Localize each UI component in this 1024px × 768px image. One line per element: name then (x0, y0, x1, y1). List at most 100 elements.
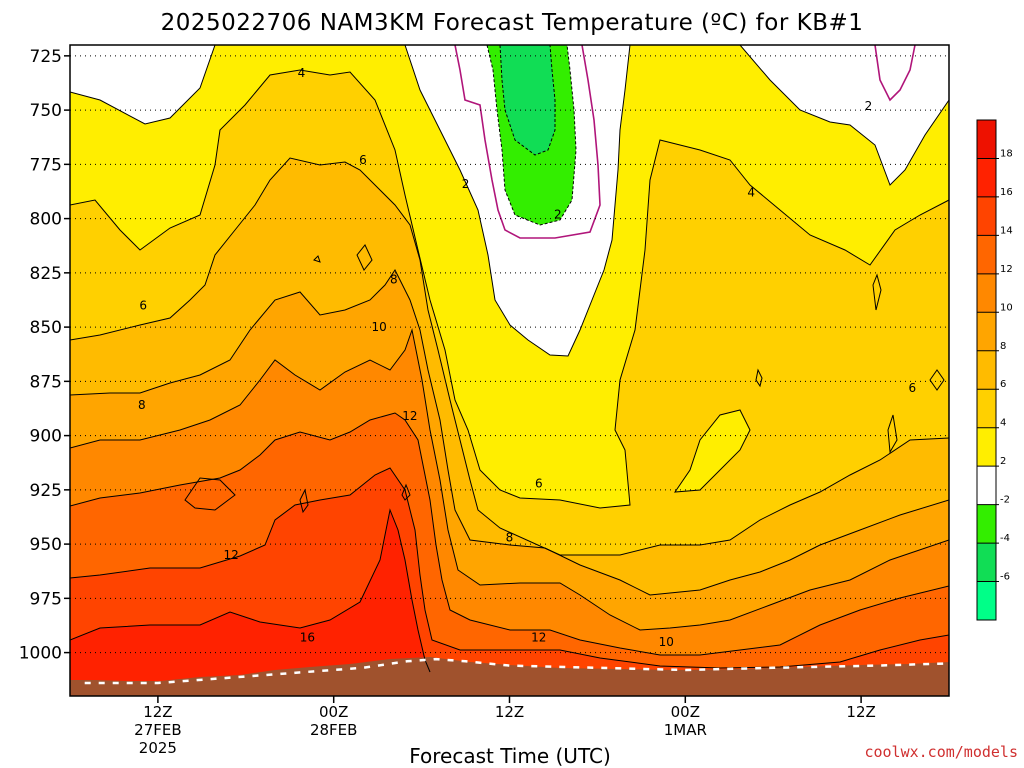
y-tick-label: 800 (30, 210, 62, 230)
contour-label: 6 (139, 298, 147, 312)
isotherm-line (929, 369, 945, 391)
colorbar-label: 10 (1000, 302, 1013, 313)
band-4-pocket (675, 410, 750, 492)
colorbar-label: 4 (1000, 418, 1006, 429)
isotherm-line (673, 409, 751, 493)
colorbar-label: -6 (1000, 572, 1010, 583)
contour-label: 6 (535, 476, 543, 490)
y-tick-label: 825 (30, 264, 62, 284)
x-tick-label: 12Z (143, 703, 172, 721)
contour-label: 2 (462, 177, 470, 191)
isotherm-line (872, 273, 882, 311)
contour-label: 8 (138, 398, 146, 412)
colorbar-swatch (977, 581, 996, 620)
colorbar-label: 8 (1000, 341, 1006, 352)
freezing-line (874, 45, 916, 102)
isotherm-line (70, 45, 216, 125)
colorbar-swatch (977, 389, 996, 428)
colorbar-swatch (977, 466, 996, 505)
isotherm-line (401, 483, 411, 501)
band-neg4-cold-pool (500, 45, 555, 155)
colorbar-swatch (977, 427, 996, 467)
contour-label: 6 (909, 381, 917, 395)
surface-trace-line (84, 657, 949, 685)
colorbar-swatch (977, 158, 996, 197)
colorbar: 18 16 14 12 10 8 6 4 2 -2 -4 -6 (976, 119, 1013, 621)
credit-text: coolwx.com/models (864, 743, 1018, 761)
colorbar-frame (976, 119, 997, 621)
contour-label: 12 (224, 548, 239, 562)
contour-label: 8 (506, 531, 514, 545)
colorbar-label: -2 (1000, 495, 1010, 506)
colorbar-label: 18 (1000, 148, 1013, 159)
band-2-upper-right (740, 45, 949, 185)
colorbar-label: 12 (1000, 264, 1013, 275)
contour-label: 12 (531, 630, 546, 644)
isotherm-lines (70, 45, 949, 673)
colorbar-label: 2 (1000, 456, 1006, 467)
colorbar-swatch (977, 312, 996, 351)
x-tick-label: 12Z (846, 703, 875, 721)
terrain-surface (70, 657, 949, 696)
colorbar-label: -4 (1000, 533, 1010, 544)
contour-label: 2 (865, 99, 873, 113)
contour-labels: 4 2 6 2 4 2 8 6 10 6 8 12 6 8 12 16 12 10 (138, 66, 917, 649)
isotherm-line (299, 488, 309, 514)
contour-label: 16 (300, 630, 315, 644)
y-tick-label: 975 (30, 589, 62, 609)
isotherm-line (499, 45, 556, 156)
band-18 (70, 510, 430, 696)
x-tick-label: 12Z (495, 703, 524, 721)
isotherm-line (70, 69, 949, 509)
x-tick-label: 00Z (319, 703, 348, 721)
y-tick-label: 725 (30, 47, 62, 67)
y-tick-label: 775 (30, 155, 62, 175)
colorbar-swatch (977, 543, 996, 582)
band-2-upper-left (70, 45, 215, 124)
isotherm-line (313, 255, 321, 263)
colorbar-label: 6 (1000, 379, 1006, 390)
freezing-line (454, 45, 601, 239)
contour-label: 6 (359, 153, 367, 167)
isotherm-line (404, 45, 631, 357)
isotherm-line (70, 508, 431, 673)
isotherm-line (70, 328, 949, 631)
contour-label: 12 (402, 409, 417, 423)
contour-label: 8 (390, 272, 398, 286)
y-tick-label: 850 (30, 318, 62, 338)
isotherm-line (70, 467, 949, 669)
contour-label: 10 (659, 635, 674, 649)
y-tick-label: 950 (30, 535, 62, 555)
x-tick-label: 28FEB (310, 721, 357, 739)
y-tick-label: 925 (30, 481, 62, 501)
y-tick-label: 750 (30, 101, 62, 121)
colorbar-swatch (977, 273, 996, 313)
isotherm-line (486, 45, 577, 226)
isotherm-line (70, 412, 949, 656)
surface-pressure-trace (84, 657, 949, 685)
colorbar-label: 14 (1000, 225, 1013, 236)
chart-title: 2025022706 NAM3KM Forecast Temperature (… (161, 10, 864, 36)
y-tick-label: 875 (30, 372, 62, 392)
freezing-lines (454, 45, 916, 239)
temperature-fill-bands (70, 45, 949, 696)
x-tick-label: 27FEB (134, 721, 181, 739)
isotherm-line (70, 157, 949, 556)
isotherm-line (887, 414, 898, 454)
y-tick-label: 900 (30, 427, 62, 447)
colorbar-swatch (977, 350, 996, 390)
colorbar-swatch (977, 235, 996, 274)
x-axis-label: Forecast Time (UTC) (409, 744, 611, 768)
contour-label: 4 (747, 186, 755, 200)
isotherm-line (739, 45, 949, 186)
isotherm-line (184, 477, 236, 511)
x-tick-label: 2025 (139, 739, 177, 757)
colorbar-swatch (977, 196, 996, 236)
contour-label: 2 (554, 207, 562, 221)
isotherm-line (70, 269, 949, 596)
colorbar-swatch (977, 504, 996, 544)
contour-label: 4 (298, 66, 306, 80)
x-tick-label: 1MAR (664, 721, 707, 739)
y-tick-label: 1000 (19, 644, 62, 664)
isotherm-line (356, 244, 373, 271)
